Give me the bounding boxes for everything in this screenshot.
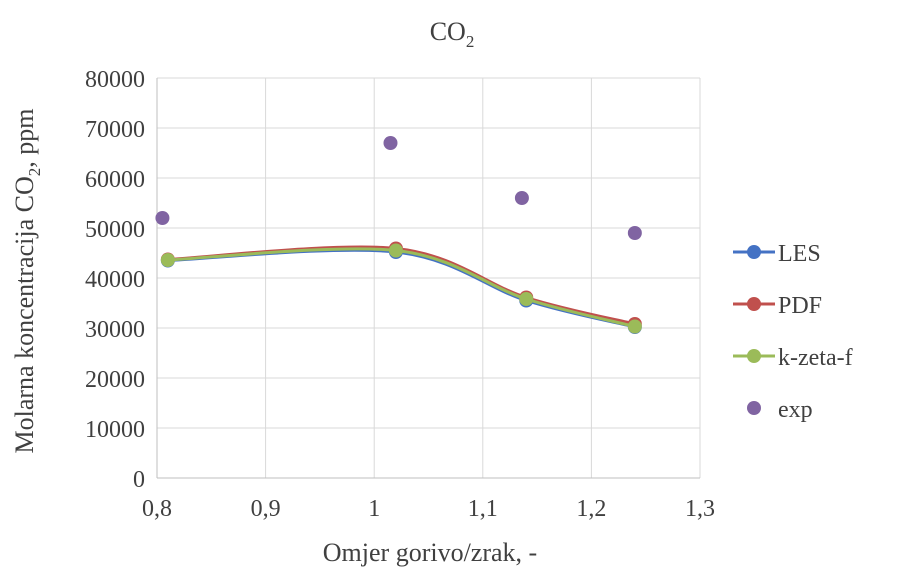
data-point-k-zeta-f [160,253,175,267]
grid [157,77,701,478]
data-point-exp [383,136,398,150]
x-tick-label: 1 [368,496,380,522]
x-tick-label: 0,9 [251,496,281,522]
axes: 0 10000 20000 30000 40000 50000 60000 70000 8000… [85,67,715,522]
data-point-k-zeta-f [519,292,534,306]
legend-marker-k-zeta-f [747,349,761,363]
y-axis-label-part3: , ppm [10,109,39,168]
y-axis-label-subscript: 2 [25,168,44,177]
series-line-les [167,248,636,329]
series-les [160,245,642,334]
y-tick-label: 50000 [85,217,145,243]
legend: LES PDF k-zeta-f exp [733,241,853,423]
legend-label-k-zeta-f: k-zeta-f [778,345,853,371]
y-tick-label: 30000 [85,317,145,343]
legend-marker-pdf [747,297,761,311]
legend-label-exp: exp [778,397,813,423]
y-tick-label: 80000 [85,67,145,93]
series-k-zeta-f [160,243,642,334]
data-point-k-zeta-f [627,319,642,334]
plot-area [155,136,642,334]
data-point-k-zeta-f [388,243,403,258]
chart-title-subscript: 2 [466,32,475,51]
legend-marker-les [747,245,761,259]
y-axis-label: Molarna koncentracija CO2, ppm [10,109,44,454]
series-line-k-zeta-f [167,247,636,328]
y-tick-label: 0 [133,467,145,493]
x-tick-label: 0,8 [142,496,172,522]
y-tick-label: 60000 [85,167,145,193]
y-tick-label: 10000 [85,417,145,443]
x-tick-label: 1,3 [685,496,715,522]
y-tick-label: 70000 [85,117,145,143]
y-axis-label-part1: Molarna koncentracija CO [10,176,39,453]
x-tick-label: 1,2 [576,496,606,522]
y-tick-label: 20000 [85,367,145,393]
chart-title-main: CO [430,17,466,46]
y-tick-label: 40000 [85,267,145,293]
data-point-exp [155,211,170,225]
chart-title: CO2 [430,17,475,51]
data-point-exp [627,226,642,240]
series-exp [155,136,642,240]
legend-label-les: LES [778,241,821,267]
legend-label-pdf: PDF [778,293,822,319]
data-point-exp [514,191,529,205]
x-tick-label: 1,1 [468,496,498,522]
x-axis-label: Omjer gorivo/zrak, - [323,538,537,567]
legend-marker-exp [747,401,761,415]
